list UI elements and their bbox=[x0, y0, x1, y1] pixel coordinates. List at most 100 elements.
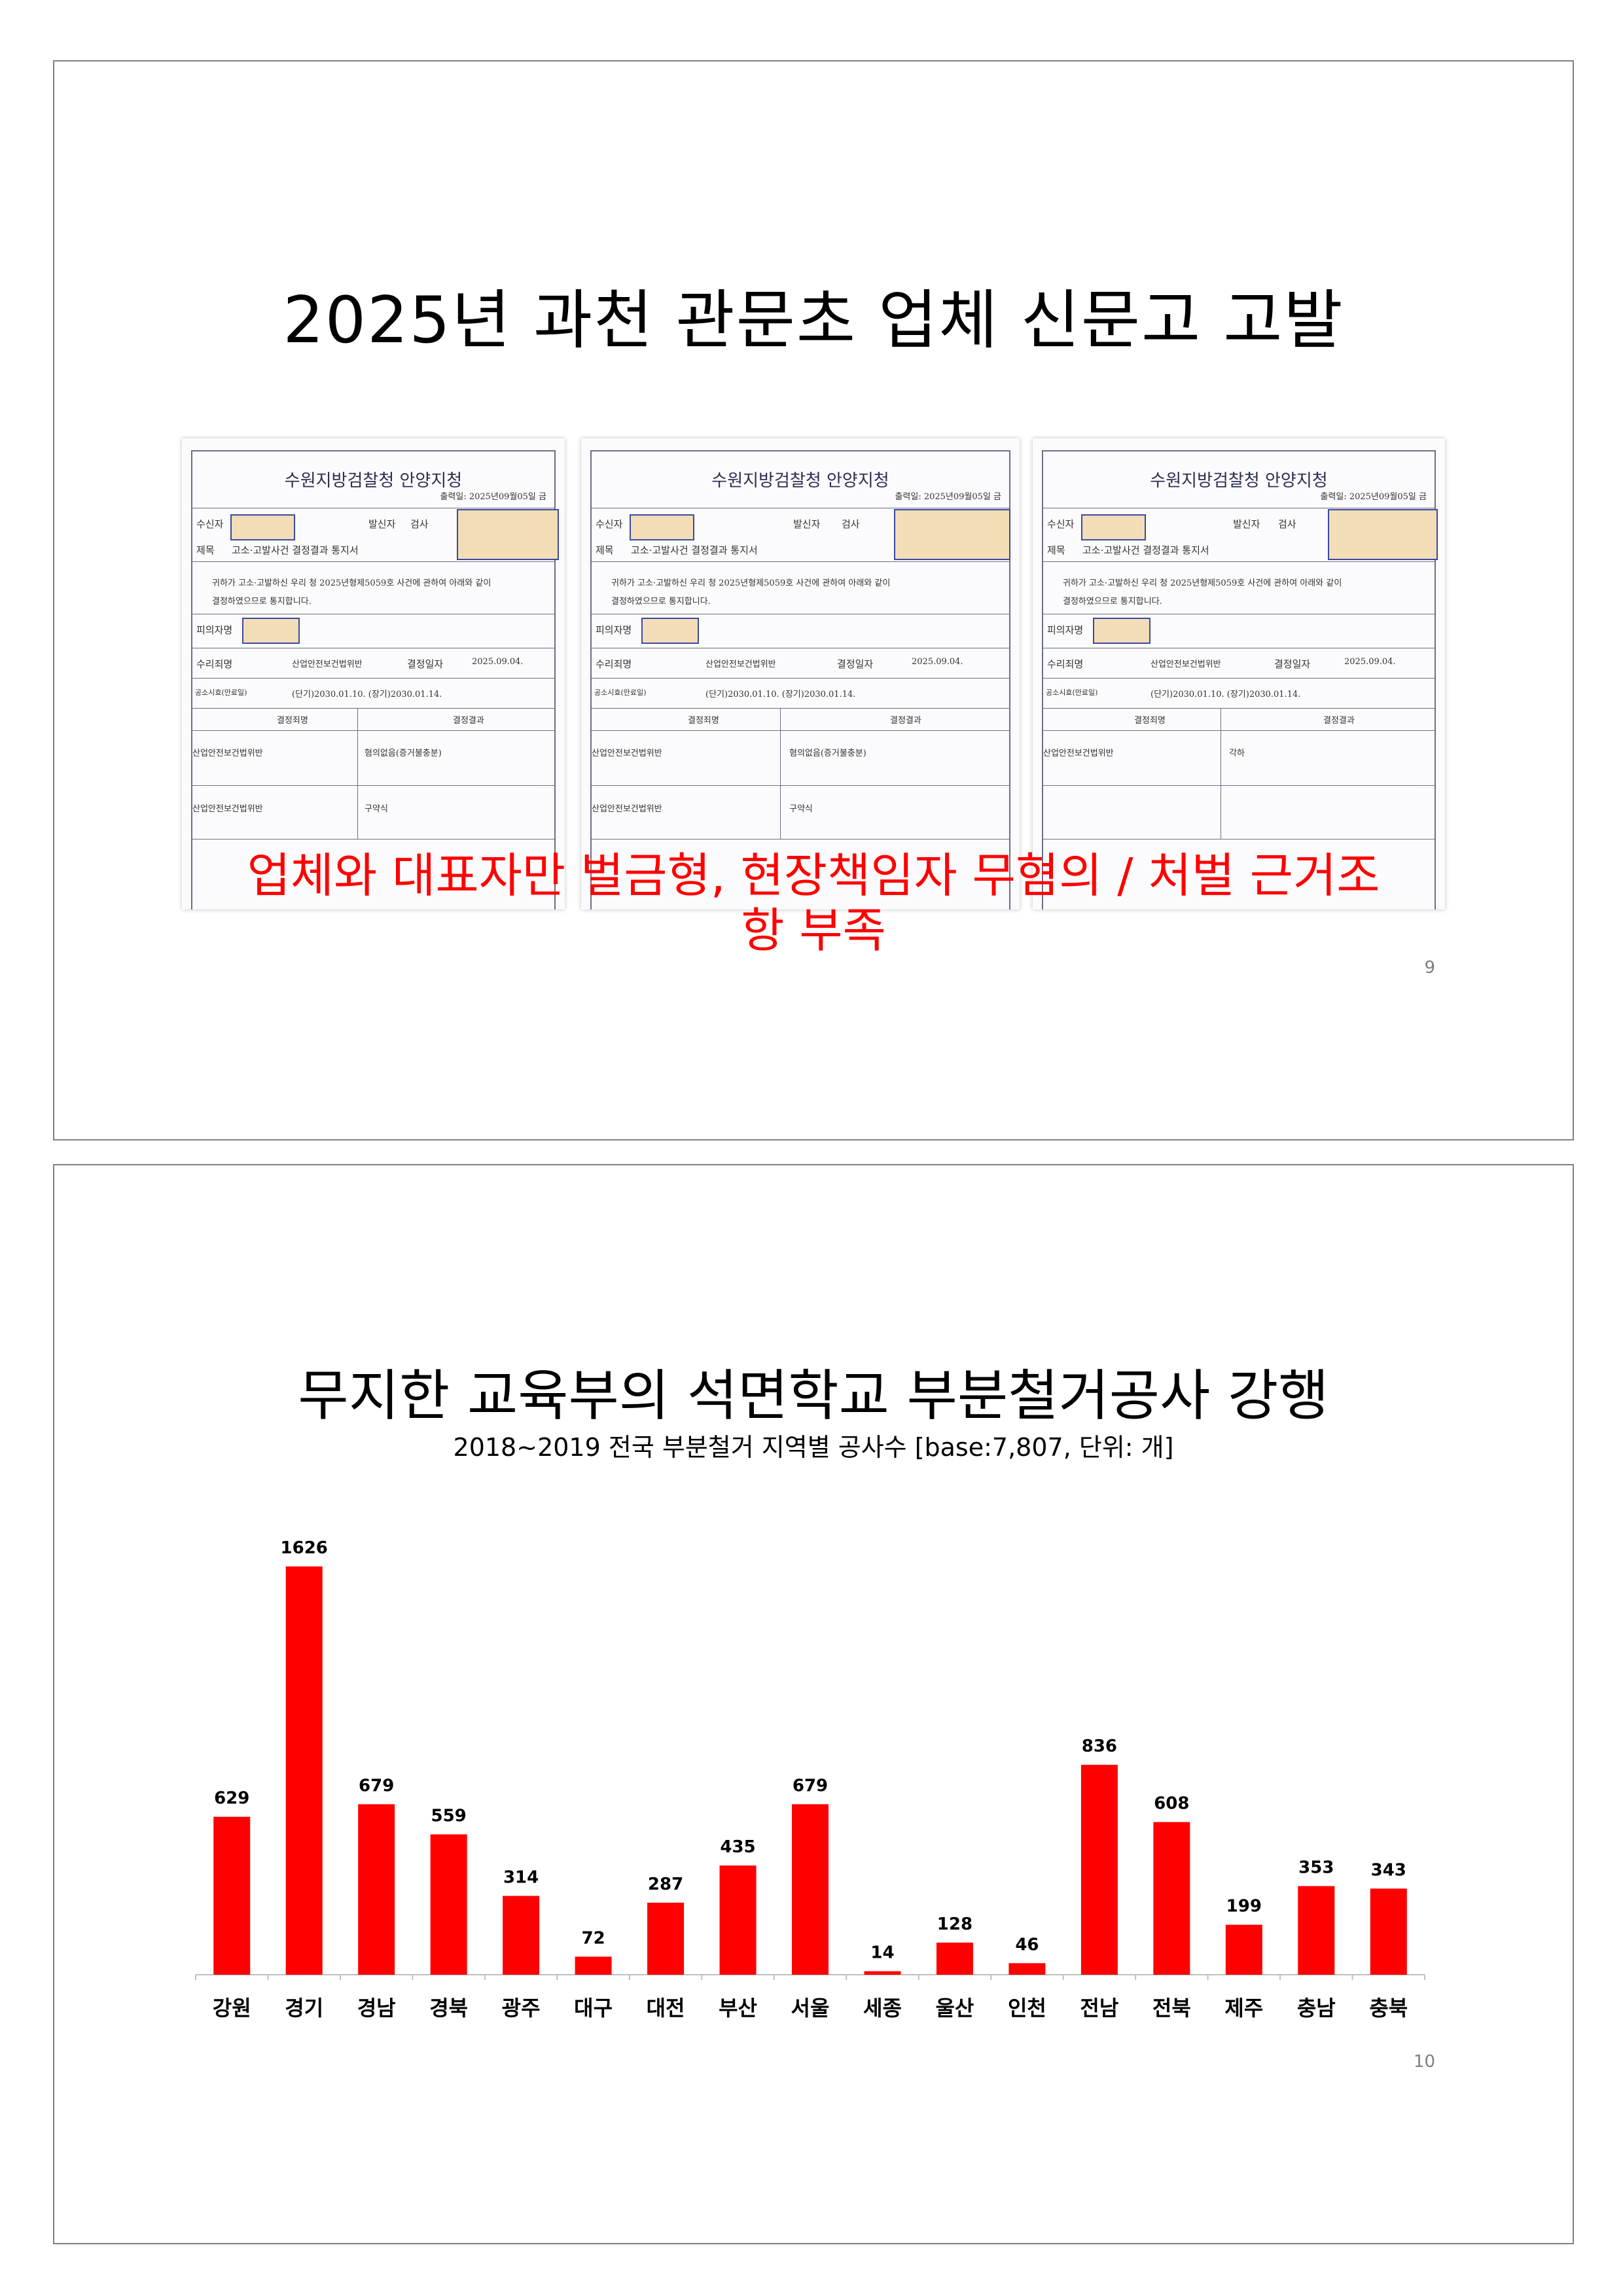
table-row-2-charge: 산업안전보건법위반 bbox=[592, 804, 662, 814]
subject-label: 제목 bbox=[596, 544, 614, 556]
agency-header: 수원지방검찰청 안양지청 bbox=[1150, 471, 1328, 491]
recipient-label: 수신자 bbox=[1047, 518, 1075, 530]
category-label-14: 제주 bbox=[1224, 1996, 1263, 2021]
scanned-documents: 수원지방검찰청 안양지청 출력일: 2025년09월05일 금 수신자 발신자 … bbox=[182, 438, 1445, 910]
chart-subtitle: 2018~2019 전국 부분철거 지역별 공사수 [base:7,807, 단… bbox=[453, 1433, 1174, 1462]
redaction bbox=[641, 618, 699, 644]
print-date: 출력일: 2025년09월05일 금 bbox=[895, 492, 1001, 502]
page-number: 9 bbox=[1424, 958, 1435, 978]
table-row-1-result: 혐의없음(증거불충분) bbox=[365, 749, 442, 758]
scanned-notice-3: 수원지방검찰청 안양지청 출력일: 2025년09월05일 금 수신자 발신자 … bbox=[1033, 438, 1445, 910]
table-header-charge: 결정죄명 bbox=[1134, 716, 1166, 726]
bar-16 bbox=[1370, 1888, 1407, 1975]
sender-label: 발신자 bbox=[368, 518, 396, 530]
bar-2 bbox=[358, 1804, 395, 1975]
table-row-1-charge: 산업안전보건법위반 bbox=[1043, 749, 1114, 758]
sender-value: 검사 bbox=[1278, 518, 1296, 530]
notice-line-1: 귀하가 고소·고발하신 우리 청 2025년형제5059호 사건에 관하여 아래… bbox=[611, 578, 891, 588]
category-label-13: 전북 bbox=[1152, 1996, 1191, 2021]
redaction bbox=[1093, 618, 1150, 644]
prescription-label: 공소시효(만료일) bbox=[594, 688, 647, 697]
bar-3 bbox=[430, 1834, 467, 1975]
bar-0 bbox=[213, 1816, 251, 1975]
data-label-16: 343 bbox=[1371, 1860, 1406, 1880]
bar-14 bbox=[1225, 1924, 1262, 1975]
decision-date-value: 2025.09.04. bbox=[472, 657, 524, 667]
scanned-notice-1: 수원지방검찰청 안양지청 출력일: 2025년09월05일 금 수신자 발신자 … bbox=[182, 438, 565, 910]
category-label-4: 광주 bbox=[502, 1996, 541, 2021]
subject-label: 제목 bbox=[1047, 544, 1065, 556]
bar-6 bbox=[647, 1902, 685, 1975]
bar-10 bbox=[936, 1942, 973, 1975]
data-label-1: 1626 bbox=[281, 1538, 328, 1558]
category-label-2: 경남 bbox=[357, 1996, 396, 2021]
slide-title: 무지한 교육부의 석면학교 부분철거공사 강행 bbox=[298, 1364, 1329, 1428]
redaction bbox=[242, 618, 300, 644]
category-label-12: 전남 bbox=[1080, 1996, 1118, 2021]
redaction bbox=[630, 514, 694, 540]
caption-line-2: 항 부족 bbox=[741, 903, 886, 958]
prescription-value: (단기)2030.01.10. (장기)2030.01.14. bbox=[705, 690, 856, 699]
prescription-label: 공소시효(만료일) bbox=[1046, 688, 1098, 697]
table-row-2-charge: 산업안전보건법위반 bbox=[192, 804, 263, 814]
prescription-value: (단기)2030.01.10. (장기)2030.01.14. bbox=[292, 690, 442, 699]
agency-header: 수원지방검찰청 안양지청 bbox=[284, 471, 463, 491]
category-label-9: 세종 bbox=[863, 1996, 902, 2021]
bar-9 bbox=[864, 1971, 901, 1975]
agency-header: 수원지방검찰청 안양지청 bbox=[711, 471, 889, 491]
table-row-2-result: 구약식 bbox=[789, 804, 813, 814]
table-header-charge: 결정죄명 bbox=[277, 716, 308, 726]
notice-line-2: 결정하였으므로 통지합니다. bbox=[1063, 597, 1162, 607]
category-label-1: 경기 bbox=[285, 1996, 323, 2021]
charge-label: 수리죄명 bbox=[596, 658, 632, 670]
decision-date-value: 2025.09.04. bbox=[1344, 657, 1396, 667]
form-border: 수원지방검찰청 안양지청 출력일: 2025년09월05일 금 수신자 발신자 … bbox=[1042, 450, 1438, 910]
category-label-11: 인천 bbox=[1008, 1996, 1046, 2021]
category-label-7: 부산 bbox=[719, 1996, 757, 2021]
data-label-8: 679 bbox=[793, 1776, 828, 1795]
data-label-13: 608 bbox=[1154, 1794, 1189, 1814]
category-label-5: 대구 bbox=[574, 1996, 613, 2021]
prescription-label: 공소시효(만료일) bbox=[195, 688, 247, 697]
table-header-result: 결정결과 bbox=[890, 716, 921, 726]
category-label-0: 강원 bbox=[213, 1996, 251, 2021]
data-label-3: 559 bbox=[431, 1806, 467, 1826]
suspect-label: 피의자명 bbox=[1047, 624, 1084, 636]
data-label-9: 14 bbox=[870, 1943, 894, 1963]
redaction bbox=[230, 514, 295, 540]
print-date: 출력일: 2025년09월05일 금 bbox=[440, 492, 546, 502]
data-label-5: 72 bbox=[581, 1928, 605, 1948]
category-label-15: 충남 bbox=[1297, 1996, 1336, 2021]
decision-date-label: 결정일자 bbox=[837, 658, 874, 670]
data-label-7: 435 bbox=[720, 1837, 755, 1857]
table-header-charge: 결정죄명 bbox=[688, 716, 719, 726]
bar-11 bbox=[1008, 1963, 1046, 1975]
data-label-0: 629 bbox=[214, 1789, 249, 1809]
caption-line-1: 업체와 대표자만 벌금형, 현장책임자 무혐의 / 처벌 근거조 bbox=[247, 848, 1380, 903]
bar-1 bbox=[285, 1566, 323, 1975]
notice-line-2: 결정하였으므로 통지합니다. bbox=[611, 597, 711, 607]
form-border: 수원지방검찰청 안양지청 출력일: 2025년09월05일 금 수신자 발신자 … bbox=[191, 450, 559, 910]
data-label-6: 287 bbox=[648, 1875, 683, 1894]
slide-title: 2025년 과천 관문초 업체 신문고 고발 bbox=[283, 283, 1344, 358]
bar-chart: 629 강원 1626 경기 679 경남 559 경북 314 광주 72 대구 287 대전 435 부산… bbox=[195, 1538, 1425, 2021]
subject-value: 고소·고발사건 결정결과 통지서 bbox=[631, 544, 758, 556]
suspect-label: 피의자명 bbox=[596, 624, 632, 636]
data-label-4: 314 bbox=[503, 1867, 539, 1887]
recipient-label: 수신자 bbox=[596, 518, 623, 530]
decision-date-value: 2025.09.04. bbox=[912, 657, 963, 667]
data-label-14: 199 bbox=[1226, 1897, 1262, 1916]
redaction bbox=[1328, 509, 1438, 560]
notice-line-1: 귀하가 고소·고발하신 우리 청 2025년형제5059호 사건에 관하여 아래… bbox=[1063, 578, 1342, 588]
charge-label: 수리죄명 bbox=[1047, 658, 1084, 670]
data-label-12: 836 bbox=[1082, 1737, 1117, 1756]
page-number: 10 bbox=[1413, 2052, 1435, 2072]
slide-9: 2025년 과천 관문초 업체 신문고 고발 수원지방검찰청 안양지청 출력일:… bbox=[53, 60, 1574, 1140]
bar-4 bbox=[503, 1896, 540, 1975]
charge-value: 산업안전보건법위반 bbox=[292, 660, 363, 669]
slide-10: 무지한 교육부의 석면학교 부분철거공사 강행 2018~2019 전국 부분철… bbox=[53, 1164, 1574, 2244]
print-date: 출력일: 2025년09월05일 금 bbox=[1320, 492, 1427, 502]
subject-value: 고소·고발사건 결정결과 통지서 bbox=[1082, 544, 1209, 556]
suspect-label: 피의자명 bbox=[196, 624, 233, 636]
recipient-label: 수신자 bbox=[196, 518, 224, 530]
